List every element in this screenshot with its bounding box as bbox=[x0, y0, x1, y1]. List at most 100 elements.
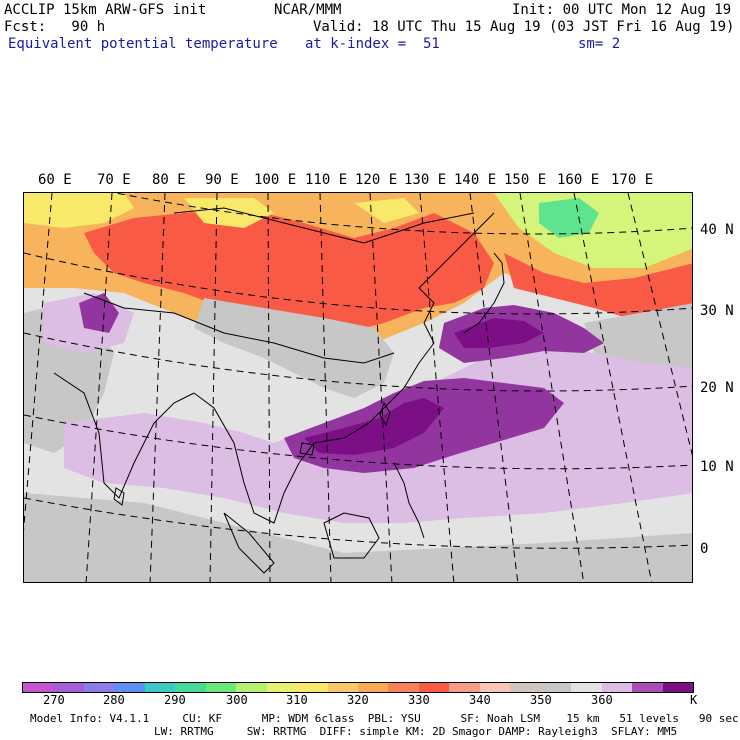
meridian-line bbox=[369, 193, 393, 582]
model-info-line2: LW: RRTMG SW: RRTMG DIFF: simple KM: 2D … bbox=[154, 725, 678, 738]
lat-label: 0 bbox=[700, 541, 709, 557]
colorbar-label: 310 bbox=[286, 693, 308, 707]
coastline-hainan bbox=[299, 442, 315, 456]
coastline-srilanka bbox=[113, 487, 125, 506]
lat-label: 40 N bbox=[700, 222, 734, 238]
colorbar-label: 300 bbox=[226, 693, 248, 707]
colorbar-swatch bbox=[601, 683, 633, 692]
colorbar-swatch bbox=[175, 683, 206, 692]
lon-label: 140 E bbox=[454, 172, 497, 188]
theta-e-map bbox=[24, 193, 692, 582]
colorbar-swatch bbox=[327, 683, 358, 692]
warm-band-red-east bbox=[504, 253, 692, 323]
warm-band-red bbox=[84, 208, 494, 333]
lon-label: 60 E bbox=[38, 172, 72, 188]
cool-band-yellow bbox=[24, 193, 134, 228]
lon-label: 120 E bbox=[355, 172, 398, 188]
colorbar-swatch bbox=[266, 683, 298, 692]
field-name: Equivalent potential temperature bbox=[8, 36, 278, 52]
colorbar bbox=[22, 682, 694, 693]
lon-label: 70 E bbox=[97, 172, 131, 188]
colorbar-swatch bbox=[479, 683, 511, 692]
valid-time: Valid: 18 UTC Thu 15 Aug 19 (03 JST Fri … bbox=[313, 19, 735, 35]
colorbar-label: 270 bbox=[43, 693, 65, 707]
model-info-line1: Model Info: V4.1.1 CU: KF MP: WDM 6class… bbox=[30, 712, 739, 725]
colorbar-swatch bbox=[662, 683, 693, 692]
colorbar-swatch bbox=[388, 683, 419, 692]
coastline-sumatra bbox=[223, 512, 275, 574]
meridian-line bbox=[469, 193, 519, 582]
init-time: Init: 00 UTC Mon 12 Aug 19 bbox=[512, 2, 732, 18]
lon-label: 130 E bbox=[404, 172, 447, 188]
meridian-line bbox=[319, 193, 332, 582]
meridian-line bbox=[573, 193, 653, 582]
cool-patch-yellow bbox=[184, 198, 274, 228]
coastline-borneo bbox=[323, 512, 380, 559]
graticule bbox=[24, 193, 692, 582]
colorbar-swatch bbox=[540, 683, 572, 692]
lon-label: 100 E bbox=[254, 172, 297, 188]
meridian-line bbox=[209, 193, 218, 582]
lon-label: 160 E bbox=[557, 172, 600, 188]
colorbar-swatch bbox=[297, 683, 328, 692]
lon-label: 150 E bbox=[504, 172, 547, 188]
colorbar-unit: K bbox=[690, 693, 698, 707]
colorbar-swatch bbox=[23, 683, 54, 692]
coastline-japan bbox=[463, 252, 505, 334]
meridian-line bbox=[149, 193, 166, 582]
colorbar-swatch bbox=[418, 683, 450, 692]
meridian-line bbox=[24, 193, 53, 531]
cool-patch-yellow-2 bbox=[354, 198, 419, 223]
level-index: at k-index = 51 bbox=[305, 36, 440, 52]
colorbar-label: 320 bbox=[347, 693, 369, 707]
coastline-philippines bbox=[393, 462, 425, 539]
colorbar-swatch bbox=[449, 683, 480, 692]
colorbar-swatch bbox=[510, 683, 541, 692]
lat-label: 10 N bbox=[700, 459, 734, 475]
colorbar-label: 280 bbox=[103, 693, 125, 707]
lon-label: 110 E bbox=[305, 172, 348, 188]
coastline-seasia bbox=[193, 322, 435, 524]
institution-label: NCAR/MMM bbox=[274, 2, 342, 18]
colorbar-swatch bbox=[205, 683, 237, 692]
colorbar-swatch bbox=[236, 683, 267, 692]
land-gray-south bbox=[24, 493, 692, 582]
land-gray-central bbox=[194, 298, 394, 398]
coastlines bbox=[53, 207, 505, 574]
map-panel bbox=[23, 192, 693, 583]
forecast-hour: Fcst: 90 h bbox=[4, 19, 106, 35]
lon-label: 90 E bbox=[205, 172, 239, 188]
meridian-line bbox=[419, 193, 455, 582]
parallel-line bbox=[24, 252, 692, 315]
colorbar-swatch bbox=[114, 683, 145, 692]
coastline-taiwan bbox=[379, 401, 391, 427]
parallel-line bbox=[24, 497, 692, 549]
colorbar-label: 340 bbox=[469, 693, 491, 707]
colorbar-swatch bbox=[83, 683, 115, 692]
lon-label: 80 E bbox=[152, 172, 186, 188]
high-theta-purple-w bbox=[79, 293, 119, 333]
colorbar-label: 330 bbox=[408, 693, 430, 707]
border-lines bbox=[83, 207, 475, 364]
colorbar-swatch bbox=[571, 683, 602, 692]
meridian-line bbox=[267, 193, 271, 582]
lon-label: 170 E bbox=[611, 172, 654, 188]
high-theta-deep-ne bbox=[454, 318, 544, 348]
parallel-line bbox=[24, 332, 692, 392]
colorbar-swatch bbox=[144, 683, 176, 692]
meridian-line bbox=[519, 193, 585, 582]
coastline-china bbox=[418, 212, 495, 324]
parallel-line bbox=[24, 414, 692, 470]
high-theta-deep bbox=[304, 398, 444, 455]
lat-label: 20 N bbox=[700, 380, 734, 396]
parallel-line bbox=[113, 193, 692, 235]
smoothing-label: sm= 2 bbox=[578, 36, 621, 52]
colorbar-label: 290 bbox=[164, 693, 186, 707]
colorbar-swatch bbox=[632, 683, 663, 692]
model-title: ACCLIP 15km ARW-GFS init bbox=[4, 2, 207, 18]
colorbar-label: 360 bbox=[591, 693, 613, 707]
colorbar-swatch bbox=[357, 683, 389, 692]
meridian-line bbox=[85, 193, 113, 582]
colorbar-label: 350 bbox=[530, 693, 552, 707]
lat-label: 30 N bbox=[700, 303, 734, 319]
